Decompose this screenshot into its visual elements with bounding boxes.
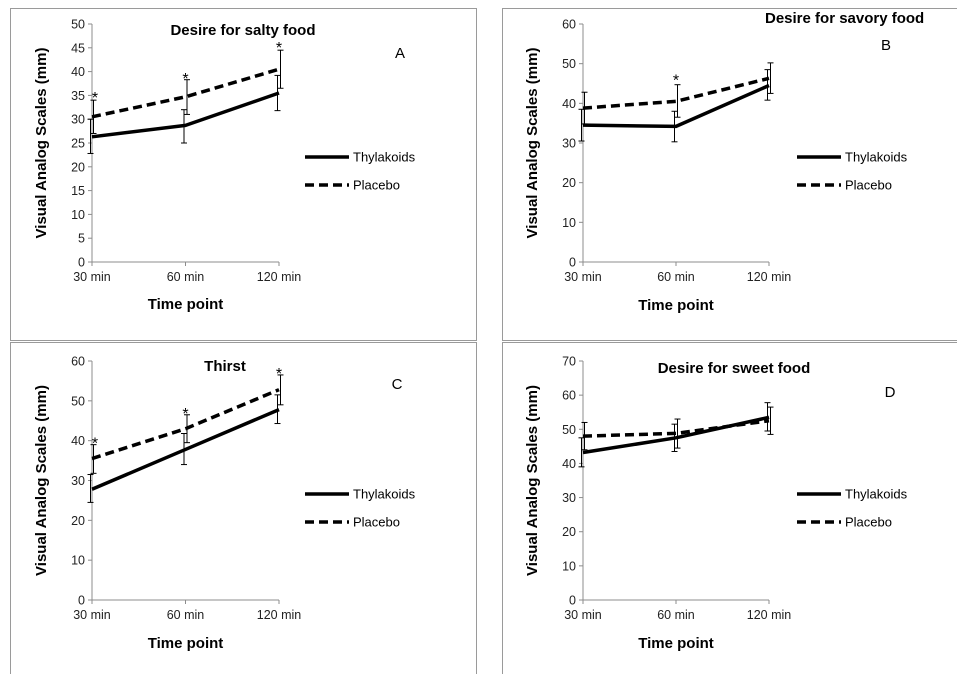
legend-label-thylakoids: Thylakoids	[845, 487, 908, 502]
panel-border	[10, 342, 477, 674]
y-tick-label: 45	[71, 41, 85, 55]
series-line-placebo	[91, 388, 280, 461]
y-tick-label: 60	[562, 18, 576, 32]
y-tick-label: 60	[71, 355, 85, 369]
legend-label-placebo: Placebo	[353, 515, 400, 530]
legend-label-placebo: Placebo	[845, 515, 892, 530]
x-tick-label: 60 min	[167, 270, 205, 284]
chart-title: Desire for savory food	[765, 10, 924, 27]
x-tick-label: 120 min	[257, 608, 302, 622]
x-tick-label: 60 min	[657, 270, 695, 284]
y-tick-label: 20	[71, 514, 85, 528]
x-tick-label: 120 min	[747, 608, 792, 622]
x-tick-label: 30 min	[564, 608, 602, 622]
y-tick-label: 5	[78, 232, 85, 246]
x-tick-label: 30 min	[73, 608, 111, 622]
series-line-thylakoids	[582, 83, 770, 129]
y-tick-label: 50	[562, 57, 576, 71]
y-tick-label: 40	[71, 65, 85, 79]
series-line-placebo	[582, 419, 770, 438]
y-tick-label: 60	[562, 389, 576, 403]
significance-marker: *	[92, 436, 98, 453]
chart-panel-c: 0 10 20 30 40 50 60 30 min 60 min 120 min Visual A…	[10, 342, 477, 674]
y-axis-title: Visual Analog Scales (mm)	[33, 48, 50, 239]
y-tick-label: 70	[562, 355, 576, 369]
x-tick-label: 120 min	[747, 270, 792, 284]
y-tick-label: 20	[71, 160, 85, 174]
x-tick-label: 120 min	[257, 270, 302, 284]
y-tick-label: 10	[562, 559, 576, 573]
panel-border	[502, 8, 957, 341]
y-tick-label: 50	[71, 18, 85, 32]
legend-label-thylakoids: Thylakoids	[353, 487, 416, 502]
x-tick-label: 30 min	[564, 270, 602, 284]
panel-border	[502, 342, 957, 674]
legend-label-placebo: Placebo	[353, 178, 400, 193]
y-tick-label: 30	[562, 491, 576, 505]
x-axis-title: Time point	[148, 635, 224, 652]
significance-marker: *	[673, 73, 679, 90]
legend-label-thylakoids: Thylakoids	[845, 150, 908, 165]
legend-label-thylakoids: Thylakoids	[353, 150, 416, 165]
y-tick-label: 40	[562, 457, 576, 471]
y-tick-label: 0	[78, 594, 85, 608]
y-tick-label: 20	[562, 525, 576, 539]
panel-letter: B	[881, 37, 891, 54]
y-tick-label: 40	[562, 97, 576, 111]
y-tick-label: 0	[569, 256, 576, 270]
x-axis-title: Time point	[638, 297, 714, 314]
series-line-placebo	[91, 67, 280, 119]
x-tick-label: 30 min	[73, 270, 111, 284]
y-axis-title: Visual Analog Scales (mm)	[524, 385, 541, 576]
panel-letter: C	[392, 376, 403, 393]
chart-title: Thirst	[204, 358, 246, 375]
y-tick-label: 0	[569, 594, 576, 608]
y-tick-label: 30	[71, 113, 85, 127]
significance-marker: *	[92, 90, 98, 107]
chart-panel-a: 0 5 10 15 20 25 30 35 40 45 50 30 min 60 min 120 min V…	[10, 8, 477, 341]
y-axis-title: Visual Analog Scales (mm)	[33, 385, 50, 576]
legend-label-placebo: Placebo	[845, 178, 892, 193]
chart-panel-d: 0 10 20 30 40 50 60 70 30 min 60 min 120 min Visual…	[502, 342, 957, 674]
y-tick-label: 50	[562, 423, 576, 437]
y-tick-label: 40	[71, 434, 85, 448]
y-tick-label: 35	[71, 89, 85, 103]
significance-marker: *	[182, 71, 188, 88]
x-tick-label: 60 min	[657, 608, 695, 622]
series-line-placebo	[582, 76, 770, 110]
panel-letter: D	[885, 384, 896, 401]
chart-panel-b: 0 10 20 30 40 50 60 30 min 60 min 120 min Visual A…	[502, 8, 957, 341]
series-line-thylakoids	[91, 407, 280, 491]
panel-letter: A	[395, 45, 405, 62]
x-axis-title: Time point	[148, 296, 224, 313]
x-tick-label: 60 min	[167, 608, 205, 622]
chart-title: Desire for sweet food	[658, 360, 811, 377]
y-tick-label: 20	[562, 176, 576, 190]
significance-marker: *	[182, 406, 188, 423]
y-tick-label: 50	[71, 394, 85, 408]
chart-title: Desire for salty food	[170, 22, 315, 39]
y-tick-label: 30	[71, 474, 85, 488]
y-tick-label: 25	[71, 137, 85, 151]
y-tick-label: 10	[562, 216, 576, 230]
y-tick-label: 10	[71, 208, 85, 222]
y-tick-label: 15	[71, 184, 85, 198]
y-axis-title: Visual Analog Scales (mm)	[524, 48, 541, 239]
y-tick-label: 30	[562, 137, 576, 151]
y-tick-label: 10	[71, 554, 85, 568]
y-tick-label: 0	[78, 256, 85, 270]
significance-marker: *	[276, 366, 282, 383]
significance-marker: *	[276, 40, 282, 57]
series-line-thylakoids	[91, 91, 280, 139]
panel-border	[10, 8, 477, 341]
x-axis-title: Time point	[638, 635, 714, 652]
